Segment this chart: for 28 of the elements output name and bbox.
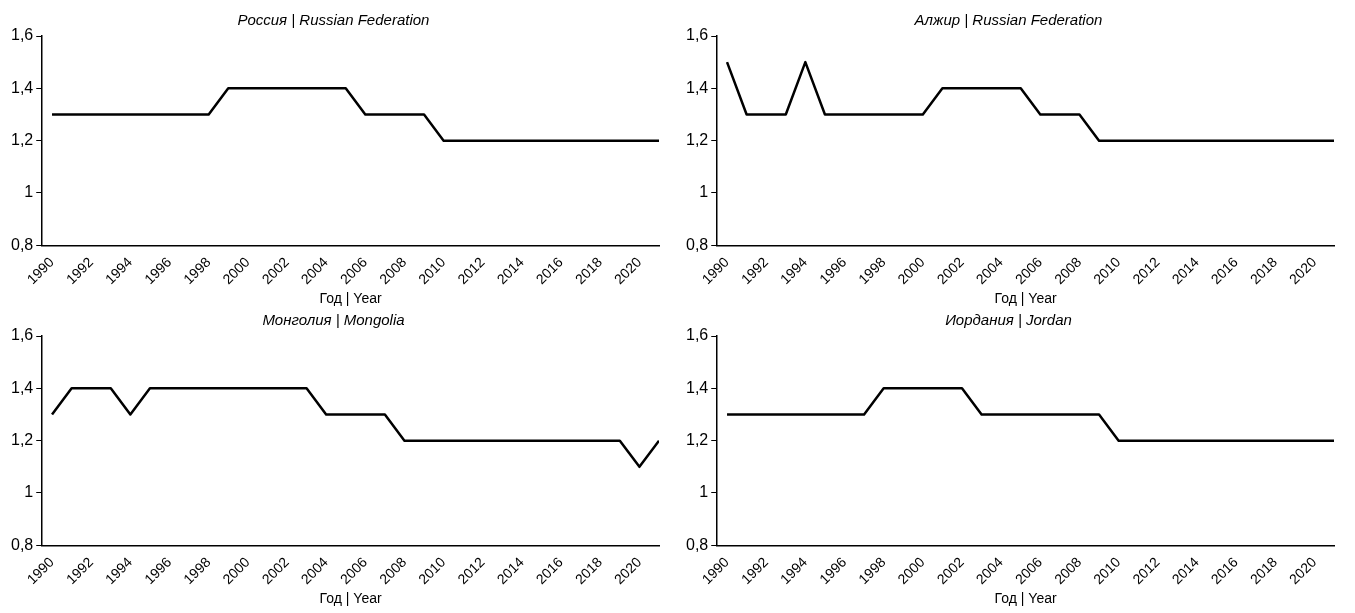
y-tick-label: 1,4: [10, 78, 34, 96]
x-axis-title: Год | Year: [994, 290, 1057, 307]
y-tick-label: 1,2: [685, 131, 709, 149]
chart-title: Алжир | Russian Federation: [913, 11, 1103, 29]
y-tick-label: 0,8: [10, 535, 34, 553]
y-tick-label: 1: [24, 483, 34, 501]
y-tick-label: 1,6: [10, 326, 34, 344]
y-tick-label: 1,2: [10, 131, 34, 149]
x-axis-title: Год | Year: [319, 290, 382, 307]
y-tick-label: 1,6: [10, 26, 34, 44]
y-tick-label: 1,2: [685, 431, 709, 449]
y-tick-label: 1,2: [10, 431, 34, 449]
y-tick-label: 1,4: [685, 378, 709, 396]
chart-title: Иордания | Jordan: [945, 311, 1072, 329]
y-tick-label: 1,6: [685, 26, 709, 44]
y-tick-label: 0,8: [10, 235, 34, 253]
y-tick-label: 0,8: [685, 535, 709, 553]
chart-title: Монголия | Mongolia: [262, 311, 405, 329]
y-tick-label: 1: [699, 183, 709, 201]
y-tick-label: 0,8: [685, 235, 709, 253]
y-tick-label: 1,6: [685, 326, 709, 344]
chart-title: Россия | Russian Federation: [237, 11, 430, 29]
y-tick-label: 1,4: [685, 78, 709, 96]
y-tick-label: 1,4: [10, 378, 34, 396]
y-tick-label: 1: [24, 183, 34, 201]
x-axis-title: Год | Year: [319, 590, 382, 607]
y-tick-label: 1: [699, 483, 709, 501]
x-axis-title: Год | Year: [994, 590, 1057, 607]
